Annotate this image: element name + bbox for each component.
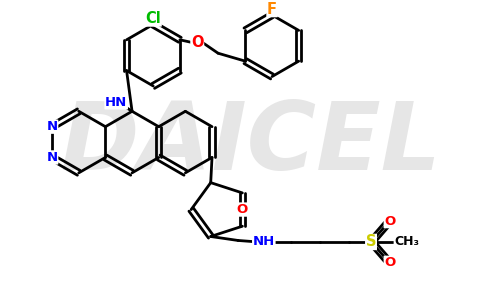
Text: O: O bbox=[191, 35, 203, 50]
Text: N: N bbox=[46, 120, 58, 133]
Text: F: F bbox=[267, 1, 277, 17]
Text: NH: NH bbox=[252, 235, 275, 249]
Text: HN: HN bbox=[105, 96, 128, 109]
Text: DAICEL: DAICEL bbox=[60, 98, 440, 190]
Text: O: O bbox=[236, 203, 248, 216]
Text: Cl: Cl bbox=[146, 11, 161, 26]
Text: N: N bbox=[46, 151, 58, 164]
Text: S: S bbox=[366, 235, 376, 249]
Text: CH₃: CH₃ bbox=[394, 235, 419, 249]
Text: O: O bbox=[384, 256, 396, 269]
Text: O: O bbox=[384, 214, 396, 228]
